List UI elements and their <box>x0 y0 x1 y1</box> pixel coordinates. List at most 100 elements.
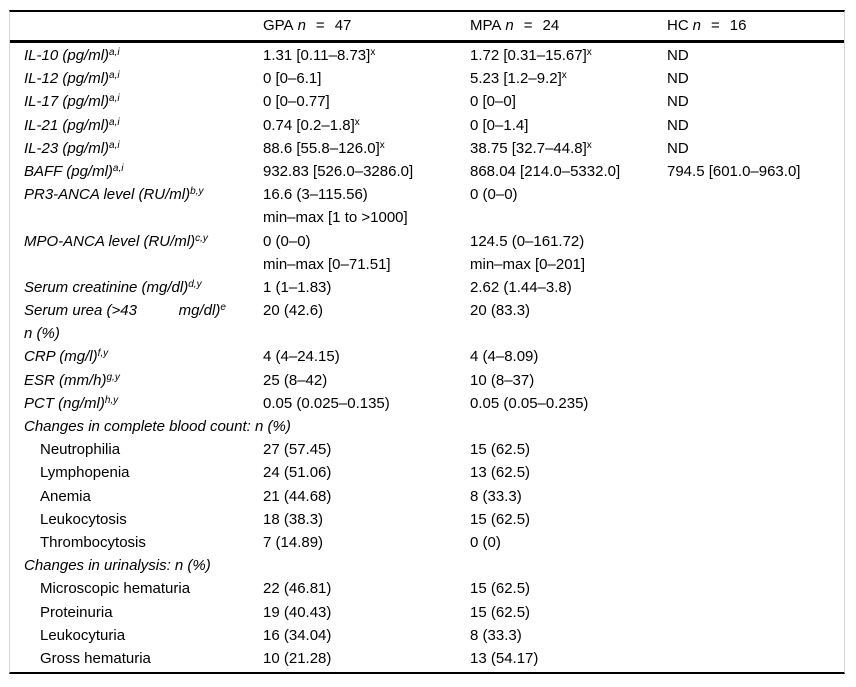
cell-gpa: 25 (8–42) <box>263 369 470 392</box>
n-symbol: n <box>505 17 514 34</box>
table-row: ESR (mm/h)g,y 25 (8–42) 10 (8–37) <box>10 369 844 392</box>
cell-mpa: min–max [0–201] <box>470 253 667 276</box>
cell-value: 4 (4–24.15) <box>263 348 340 366</box>
cell-gpa <box>263 554 470 577</box>
group-name: GPA <box>263 17 294 34</box>
row-label-text: Serum urea (>43 mg/dl) <box>24 302 221 320</box>
cell-value: 1.31 [0.11–8.73] <box>263 47 371 64</box>
cell-hc <box>667 531 844 554</box>
cell-mpa: 124.5 (0–161.72) <box>470 230 667 253</box>
cell-value: 7 (14.89) <box>263 533 324 551</box>
cell-mpa: 15 (62.5) <box>470 438 667 461</box>
cell-gpa: 16 (34.04) <box>263 624 470 647</box>
row-label-text: ESR (mm/h) <box>24 371 107 389</box>
column-header-gpa: GPA n = 47 <box>263 12 470 40</box>
cell-sup: x <box>586 47 592 58</box>
row-label: Gross hematuria <box>10 647 263 670</box>
cell-gpa: 1 (1–1.83) <box>263 276 470 299</box>
cell-hc: ND <box>667 90 844 113</box>
cell-value: 0 (0–0) <box>470 186 518 204</box>
cell-mpa: 10 (8–37) <box>470 369 667 392</box>
cell-value: 19 (40.43) <box>263 603 332 621</box>
cell-mpa: 15 (62.5) <box>470 508 667 531</box>
cell-mpa: 868.04 [214.0–5332.0] <box>470 160 667 183</box>
table-row: Serum creatinine (mg/dl)d,y 1 (1–1.83) 2… <box>10 276 844 299</box>
cell-value: 0 [0–0] <box>470 93 516 111</box>
table-row: n (%) <box>10 322 844 345</box>
row-label-text: Changes in complete blood count: n (%) <box>24 418 291 435</box>
cell-hc <box>667 624 844 647</box>
row-label: Leukocytosis <box>10 508 263 531</box>
cell-mpa <box>470 415 667 438</box>
row-label: Changes in urinalysis: n (%) <box>10 554 263 577</box>
cell-value: 0 [0–1.4] <box>470 116 529 134</box>
row-label: Proteinuria <box>10 601 263 624</box>
cell-value: 88.6 [55.8–126.0] <box>263 139 380 157</box>
cell-mpa: 20 (83.3) <box>470 299 667 322</box>
row-label-sup: a,i <box>109 70 120 82</box>
row-label-text: MPO-ANCA level (RU/ml) <box>24 232 196 250</box>
row-label-sup: e <box>220 302 226 314</box>
cell-mpa: 5.23 [1.2–9.2]x <box>470 67 667 90</box>
row-label: Anemia <box>10 485 263 508</box>
row-label-text: Leukocyturia <box>40 626 126 644</box>
cell-value: 8 (33.3) <box>470 487 522 505</box>
equals-sign: = <box>711 17 720 34</box>
table-row: MPO-ANCA level (RU/ml)c,y 0 (0–0) 124.5 … <box>10 230 844 253</box>
cell-value: 16.6 (3–115.56) <box>263 186 368 204</box>
cell-value: min–max [1 to >1000] <box>263 209 408 227</box>
cell-value: min–max [0–71.51] <box>263 255 391 273</box>
cell-hc: 794.5 [601.0–963.0] <box>667 160 844 183</box>
cell-value: 0 (0–0) <box>263 232 311 250</box>
cell-mpa: 0.05 (0.05–0.235) <box>470 392 667 415</box>
cell-value: 15 (62.5) <box>470 441 531 459</box>
cell-mpa: 0 (0–0) <box>470 183 667 206</box>
cell-gpa: 0 [0–6.1] <box>263 67 470 90</box>
row-label: IL-23 (pg/ml)a,i <box>10 137 263 160</box>
table-row: Lymphopenia 24 (51.06) 13 (62.5) <box>10 461 844 484</box>
cell-mpa: 1.72 [0.31–15.67]x <box>470 44 667 67</box>
cell-hc: ND <box>667 67 844 90</box>
cell-value: 0 (0) <box>470 533 501 551</box>
cell-value: 5.23 [1.2–9.2] <box>470 70 562 88</box>
cell-mpa: 0 [0–1.4] <box>470 114 667 137</box>
cell-hc <box>667 577 844 600</box>
row-label-text: Serum creatinine (mg/dl) <box>24 278 189 296</box>
cell-value: 13 (62.5) <box>470 464 531 482</box>
cell-value: 15 (62.5) <box>470 580 531 598</box>
cell-value: 16 (34.04) <box>263 626 332 644</box>
n-symbol: n <box>297 17 306 34</box>
table-row: Changes in complete blood count: n (%) <box>10 415 844 438</box>
table-row: Thrombocytosis 7 (14.89) 0 (0) <box>10 531 844 554</box>
table-row: Leukocyturia 16 (34.04) 8 (33.3) <box>10 624 844 647</box>
cell-hc <box>667 485 844 508</box>
cell-value: 21 (44.68) <box>263 487 332 505</box>
cell-gpa: 0.74 [0.2–1.8]x <box>263 114 470 137</box>
cell-sup: x <box>561 70 567 82</box>
group-count: 16 <box>729 17 747 34</box>
cell-value: 15 (62.5) <box>470 510 531 528</box>
cell-sup: x <box>354 116 360 128</box>
row-label-text: Lymphopenia <box>40 464 130 482</box>
row-label: IL-10 (pg/ml)a,i <box>10 44 263 67</box>
row-label: PCT (ng/ml)h,y <box>10 392 263 415</box>
row-label-text: Microscopic hematuria <box>40 580 191 598</box>
cell-value: 2.62 (1.44–3.8) <box>470 278 572 296</box>
row-label: n (%) <box>10 322 263 345</box>
cell-value: 1.72 [0.31–15.67] <box>470 47 587 64</box>
cell-hc <box>667 253 844 276</box>
table-row: Serum urea (>43 mg/dl)e 20 (42.6) 20 (83… <box>10 299 844 322</box>
cell-gpa: 1.31 [0.11–8.73]x <box>263 44 470 67</box>
cell-mpa: 0 [0–0] <box>470 90 667 113</box>
table-row: IL-23 (pg/ml)a,i 88.6 [55.8–126.0]x 38.7… <box>10 137 844 160</box>
row-label <box>10 206 263 229</box>
row-label: Changes in complete blood count: n (%) <box>10 415 291 438</box>
column-header-mpa: MPA n = 24 <box>470 12 667 40</box>
row-label-text: Thrombocytosis <box>40 533 146 551</box>
cell-gpa: min–max [0–71.51] <box>263 253 470 276</box>
row-label: MPO-ANCA level (RU/ml)c,y <box>10 230 263 253</box>
cell-value: 22 (46.81) <box>263 580 332 598</box>
cell-hc <box>667 438 844 461</box>
row-label: Thrombocytosis <box>10 531 263 554</box>
cell-hc: ND <box>667 44 844 67</box>
